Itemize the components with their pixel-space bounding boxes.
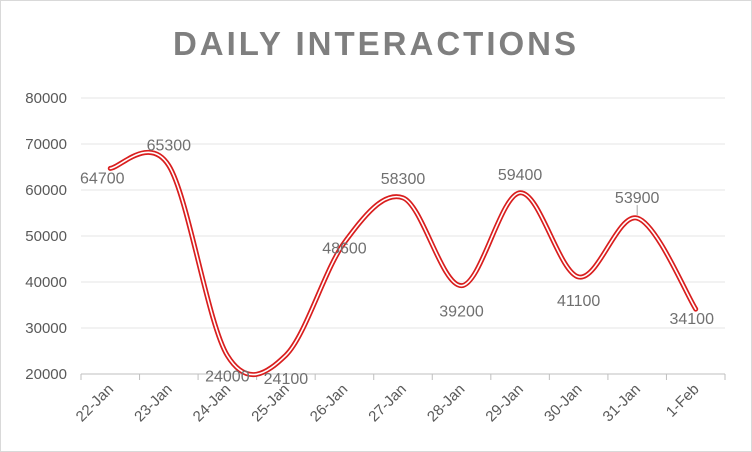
- x-tick-label: 1-Feb: [663, 381, 703, 421]
- x-tick-label: 23-Jan: [131, 381, 175, 425]
- axes: 20000 30000 40000 50000 60000 70000 80000 22-Ja…: [25, 90, 726, 425]
- x-tick-label: 29-Jan: [482, 381, 526, 425]
- data-labels: 64700 65300 24000 24100 48600 58300 39200 59400…: [80, 138, 714, 389]
- data-label-30-Jan: 41100: [557, 293, 600, 310]
- y-tick-label: 20000: [25, 366, 67, 383]
- data-label-22-Jan: 64700: [80, 170, 125, 187]
- data-label-28-Jan: 39200: [439, 304, 484, 321]
- data-label-27-Jan: 58300: [381, 171, 426, 188]
- x-tick-label: 27-Jan: [365, 381, 409, 425]
- x-tick-label: 30-Jan: [541, 381, 585, 425]
- x-tick-label: 28-Jan: [424, 381, 468, 425]
- data-label-24-Jan: 24000: [205, 369, 250, 386]
- data-label-29-Jan: 59400: [498, 167, 543, 184]
- y-tick-label: 70000: [25, 136, 67, 153]
- series-line-inner: [109, 151, 697, 376]
- data-label-23-Jan: 65300: [147, 138, 192, 155]
- data-label-31-Jan: 53900: [615, 190, 660, 207]
- data-label-26-Jan: 48600: [322, 240, 367, 257]
- data-label-1-Feb: 34100: [669, 311, 714, 328]
- series-interactions: [107, 149, 699, 378]
- gridlines: [81, 97, 725, 329]
- y-tick-label: 50000: [25, 228, 67, 245]
- x-tick-label: 24-Jan: [190, 381, 234, 425]
- x-tick-label: 31-Jan: [600, 381, 644, 425]
- x-tick-label: 22-Jan: [73, 381, 117, 425]
- y-tick-label: 30000: [25, 320, 67, 337]
- y-tick-label: 80000: [25, 90, 67, 107]
- y-tick-label: 40000: [25, 274, 67, 291]
- x-tick-label: 26-Jan: [307, 381, 351, 425]
- y-tick-label: 60000: [25, 182, 67, 199]
- data-label-25-Jan: 24100: [264, 371, 309, 388]
- chart-title: DAILY INTERACTIONS: [172, 25, 580, 62]
